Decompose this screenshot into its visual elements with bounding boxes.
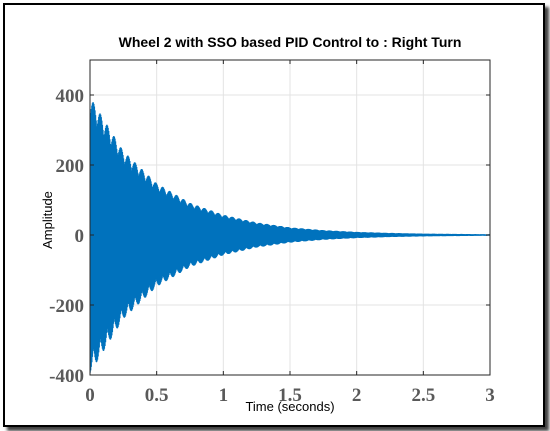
x-axis-label: Time (seconds) <box>245 399 334 414</box>
plot-area: 0 0.5 1 1.5 2 2.5 3 -400 -200 0 200 400 <box>49 59 495 406</box>
chart-title: Wheel 2 with SSO based PID Control to : … <box>119 34 462 50</box>
y-tick-label: 0 <box>75 226 85 247</box>
y-tick-label: 200 <box>56 156 85 177</box>
y-tick-label: -200 <box>49 296 84 317</box>
y-axis-label: Amplitude <box>40 191 55 249</box>
x-tick-label: 0 <box>85 385 95 406</box>
x-tick-label: 2 <box>352 385 362 406</box>
y-tick-label: -400 <box>49 366 84 387</box>
y-tick-label: 400 <box>56 86 85 107</box>
x-tick-label: 2.5 <box>411 385 435 406</box>
x-tick-label: 1.5 <box>278 385 302 406</box>
x-tick-label: 3 <box>485 385 495 406</box>
series-line <box>89 102 491 373</box>
x-tick-label: 1 <box>219 385 229 406</box>
x-tick-label: 0.5 <box>145 385 169 406</box>
